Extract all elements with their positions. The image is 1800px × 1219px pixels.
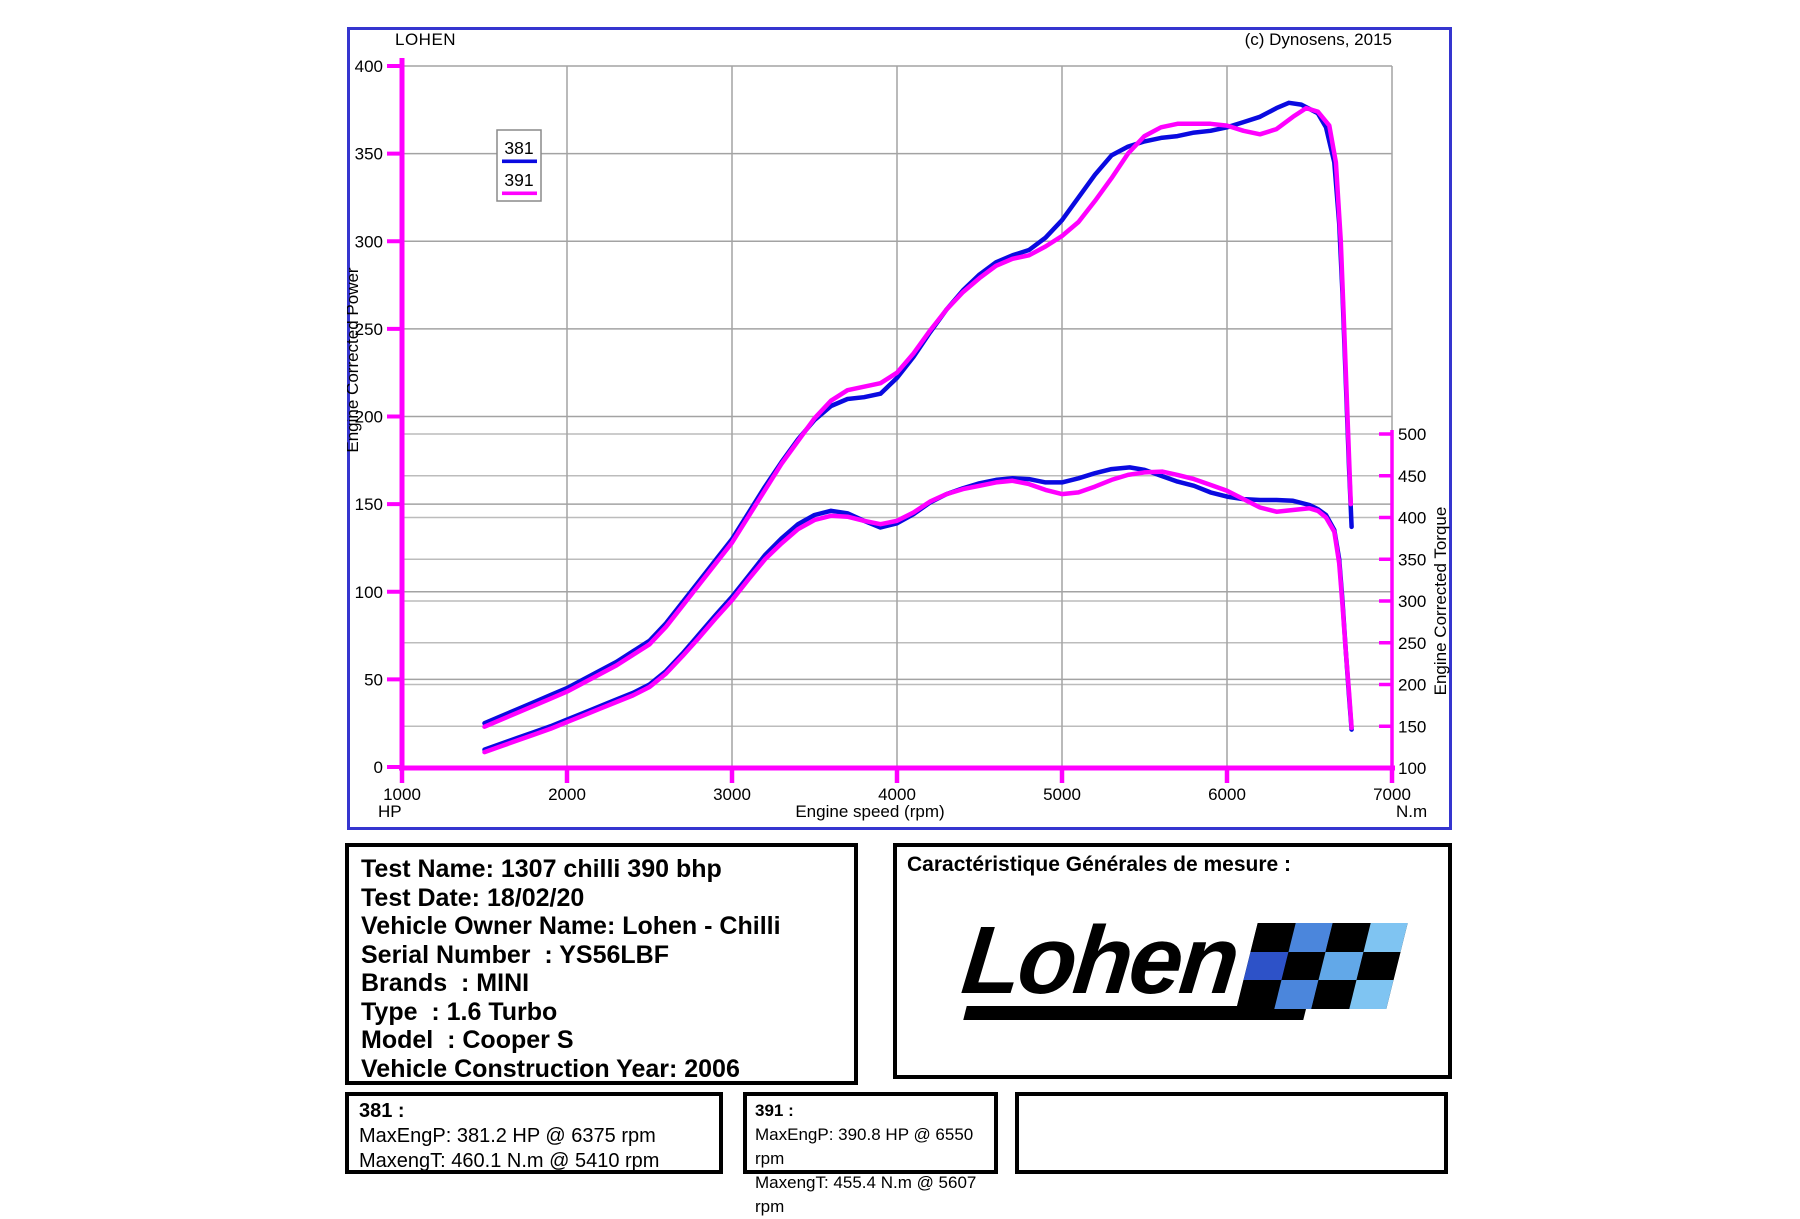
svg-text:Engine Corrected Power: Engine Corrected Power bbox=[347, 267, 362, 453]
curve-391-torque bbox=[482, 469, 1354, 755]
flag-cell bbox=[1363, 923, 1408, 952]
result-391-max-torque: MaxengT: 455.4 N.m @ 5607 rpm bbox=[755, 1173, 977, 1216]
flag-cell bbox=[1355, 951, 1401, 981]
svg-text:100: 100 bbox=[1398, 759, 1426, 778]
dyno-chart: 0 50 100 150 200 250 300 350 400 100 150 200 250 300 3… bbox=[347, 57, 1450, 821]
copyright-label: (c) Dynosens, 2015 bbox=[1244, 30, 1392, 49]
construction-year-line: Vehicle Construction Year: 2006 bbox=[361, 1054, 740, 1083]
result-381-title: 381 : bbox=[359, 1100, 405, 1122]
result-391-max-power: MaxEngP: 390.8 HP @ 6550 rpm bbox=[755, 1125, 974, 1168]
test-name-line: Test Name: 1307 chilli 390 bhp bbox=[361, 855, 722, 883]
svg-text:250: 250 bbox=[1398, 634, 1426, 653]
svg-text:200: 200 bbox=[1398, 676, 1426, 695]
logo-checkered-flag-icon bbox=[1236, 923, 1408, 1009]
svg-text:400: 400 bbox=[355, 57, 383, 76]
result-box-381: 381 : MaxEngP: 381.2 HP @ 6375 rpm Maxen… bbox=[345, 1092, 723, 1174]
model-line: Model : Cooper S bbox=[361, 1026, 574, 1054]
svg-text:300: 300 bbox=[1398, 592, 1426, 611]
logo-wordmark: Lohen bbox=[957, 907, 1242, 1014]
chart-legend: 381 391 bbox=[496, 129, 542, 202]
svg-text:381: 381 bbox=[504, 138, 533, 158]
svg-text:4000: 4000 bbox=[878, 785, 916, 804]
svg-text:6000: 6000 bbox=[1208, 785, 1246, 804]
test-date-line: Test Date: 18/02/20 bbox=[361, 883, 585, 912]
chart-brand-label: LOHEN bbox=[395, 30, 457, 49]
svg-text:Engine speed (rpm): Engine speed (rpm) bbox=[795, 802, 944, 821]
axis-labels: 0 50 100 150 200 250 300 350 400 100 150 200 250 300 3… bbox=[347, 57, 1450, 821]
svg-text:350: 350 bbox=[1398, 550, 1426, 569]
result-381-max-power: MaxEngP: 381.2 HP @ 6375 rpm bbox=[359, 1125, 656, 1147]
result-box-391: 391 : MaxEngP: 390.8 HP @ 6550 rpm Maxen… bbox=[743, 1092, 998, 1216]
test-info-box: Test Name: 1307 chilli 390 bhp Test Date… bbox=[345, 843, 858, 1085]
serial-number-line: Serial Number : YS56LBF bbox=[361, 940, 669, 969]
svg-text:HP: HP bbox=[378, 802, 402, 821]
lohen-logo: Lohen bbox=[955, 907, 1408, 1028]
svg-text:50: 50 bbox=[364, 670, 383, 689]
result-381-max-torque: MaxengT: 460.1 N.m @ 5410 rpm bbox=[359, 1150, 660, 1172]
vehicle-owner-line: Vehicle Owner Name: Lohen - Chilli bbox=[361, 912, 781, 940]
svg-text:2000: 2000 bbox=[548, 785, 586, 804]
svg-text:3000: 3000 bbox=[713, 785, 751, 804]
curve-381-power bbox=[482, 100, 1354, 726]
svg-text:150: 150 bbox=[355, 495, 383, 514]
axes bbox=[387, 58, 1395, 783]
svg-text:1000: 1000 bbox=[383, 785, 421, 804]
svg-text:Engine Corrected Torque: Engine Corrected Torque bbox=[1431, 507, 1450, 696]
svg-text:200: 200 bbox=[355, 408, 383, 427]
svg-text:0: 0 bbox=[374, 758, 383, 777]
type-line: Type : 1.6 Turbo bbox=[361, 997, 558, 1026]
svg-text:350: 350 bbox=[355, 145, 383, 164]
svg-text:150: 150 bbox=[1398, 717, 1426, 736]
result-391-title: 391 : bbox=[755, 1101, 794, 1120]
svg-text:7000: 7000 bbox=[1373, 785, 1411, 804]
svg-text:100: 100 bbox=[355, 583, 383, 602]
empty-result-box bbox=[1015, 1092, 1448, 1174]
measure-box-title: Caractéristique Générales de mesure : bbox=[907, 853, 1292, 876]
flag-cell bbox=[1348, 980, 1394, 1009]
svg-text:N.m: N.m bbox=[1396, 802, 1427, 821]
svg-text:400: 400 bbox=[1398, 509, 1426, 528]
svg-text:5000: 5000 bbox=[1043, 785, 1081, 804]
svg-text:500: 500 bbox=[1398, 425, 1426, 444]
svg-text:450: 450 bbox=[1398, 467, 1426, 486]
svg-text:250: 250 bbox=[355, 320, 383, 339]
brand-line: Brands : MINI bbox=[361, 969, 530, 997]
svg-text:300: 300 bbox=[355, 232, 383, 251]
svg-text:391: 391 bbox=[504, 170, 533, 190]
curve-391-power bbox=[482, 105, 1354, 729]
